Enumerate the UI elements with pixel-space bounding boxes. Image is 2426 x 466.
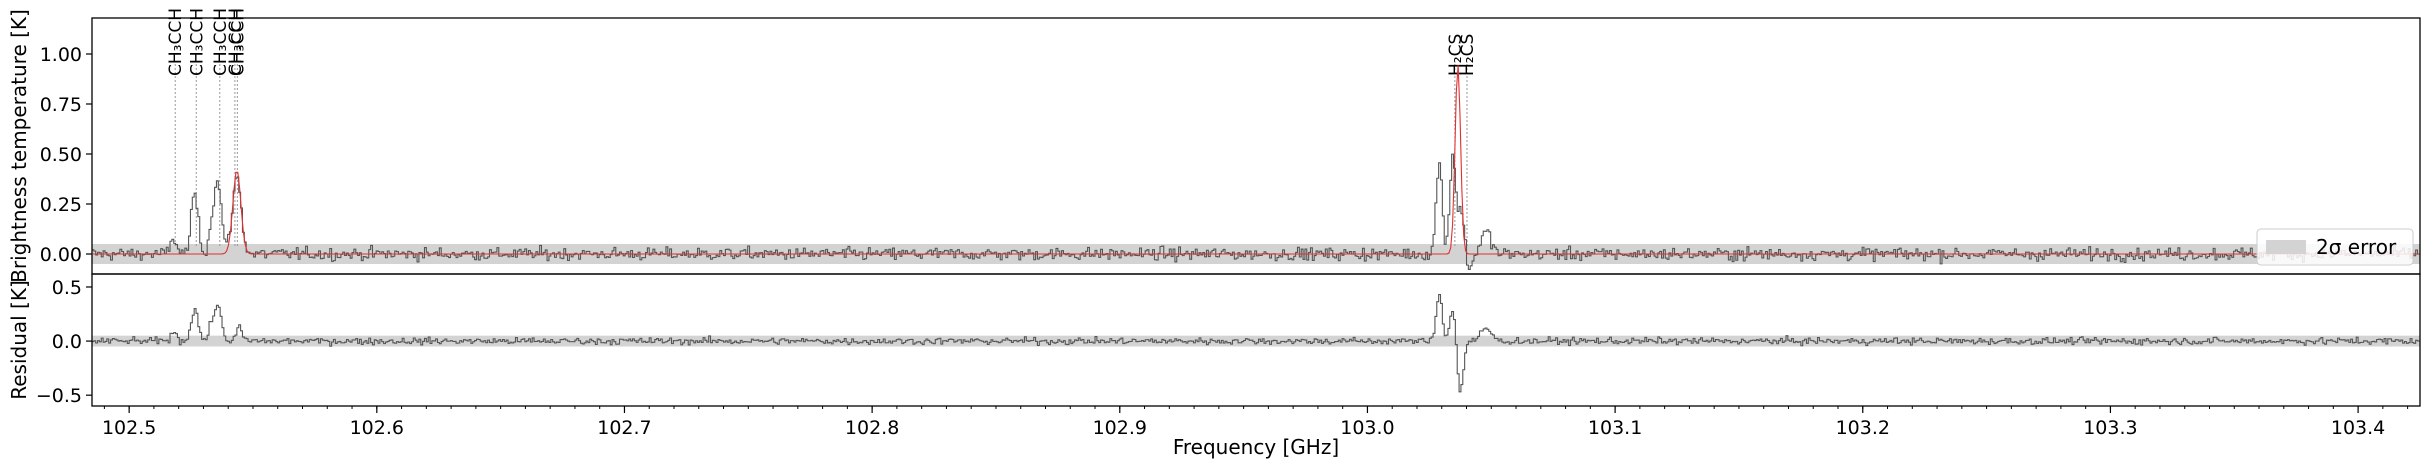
y-tick-label: 1.00 xyxy=(40,44,82,66)
line-marker-label: CH₃CCH xyxy=(211,8,231,76)
x-tick-label: 103.4 xyxy=(2331,417,2385,439)
x-tick-label: 103.0 xyxy=(1340,417,1394,439)
residual-plot-area xyxy=(92,294,2420,393)
x-tick-label: 102.6 xyxy=(350,417,404,439)
frequency-x-axis-label: Frequency [GHz] xyxy=(1173,435,1339,459)
residual-line xyxy=(92,294,2420,393)
x-tick-label: 102.9 xyxy=(1093,417,1147,439)
line-marker-label: CH₃CCH xyxy=(187,8,207,76)
y-tick-label: 0.25 xyxy=(40,194,82,216)
y-tick-label: 0.75 xyxy=(40,94,82,116)
line-marker-label: CH₃CCH xyxy=(226,8,246,76)
model-spectrum-line xyxy=(92,65,2419,255)
x-tick-label: 102.7 xyxy=(597,417,651,439)
y-tick-label: −0.5 xyxy=(36,385,82,407)
residual-error-band xyxy=(92,335,2420,347)
x-tick-label: 103.3 xyxy=(2083,417,2137,439)
residual-panel-frame xyxy=(91,273,2421,407)
residual-y-axis-label: Residual [K] xyxy=(7,280,31,400)
line-marker-label: H₂CS xyxy=(1458,34,1478,76)
line-marker-label: H₂CS xyxy=(1446,34,1466,76)
legend-label-2sigma-error: 2σ error xyxy=(2316,235,2397,259)
legend-box xyxy=(2256,228,2414,266)
spectrum-panel-frame xyxy=(91,17,2421,275)
y-tick-label: 0.0 xyxy=(52,331,82,353)
spectrum-y-axis-label: Brightness temperature [K] xyxy=(7,9,31,283)
y-tick-label: 0.00 xyxy=(40,244,82,266)
y-tick-label: 0.5 xyxy=(52,277,82,299)
legend: 2σ error xyxy=(2256,228,2414,266)
x-tick-label: 102.5 xyxy=(102,417,156,439)
spectrum-y-ticks: 0.00 0.25 0.50 0.75 1.00 xyxy=(40,44,92,266)
line-marker-label: CH₃CCH xyxy=(228,8,248,76)
residual-panel: −0.5 0.0 0.5 102.5 102.6 102.7 102.8 102.9 103.… xyxy=(7,273,2421,459)
line-marker-label: CH₃CCH xyxy=(166,8,186,76)
x-tick-label: 103.1 xyxy=(1588,417,1642,439)
residual-y-ticks: −0.5 0.0 0.5 xyxy=(36,277,92,407)
legend-swatch-2sigma-error xyxy=(2266,240,2306,254)
x-tick-label: 102.8 xyxy=(845,417,899,439)
frequency-x-ticks: 102.5 102.6 102.7 102.8 102.9 103.0 103.1 103.2… xyxy=(102,406,2409,439)
x-tick-label: 103.2 xyxy=(1836,417,1890,439)
observed-spectrum-line xyxy=(92,153,2420,270)
y-tick-label: 0.50 xyxy=(40,144,82,166)
